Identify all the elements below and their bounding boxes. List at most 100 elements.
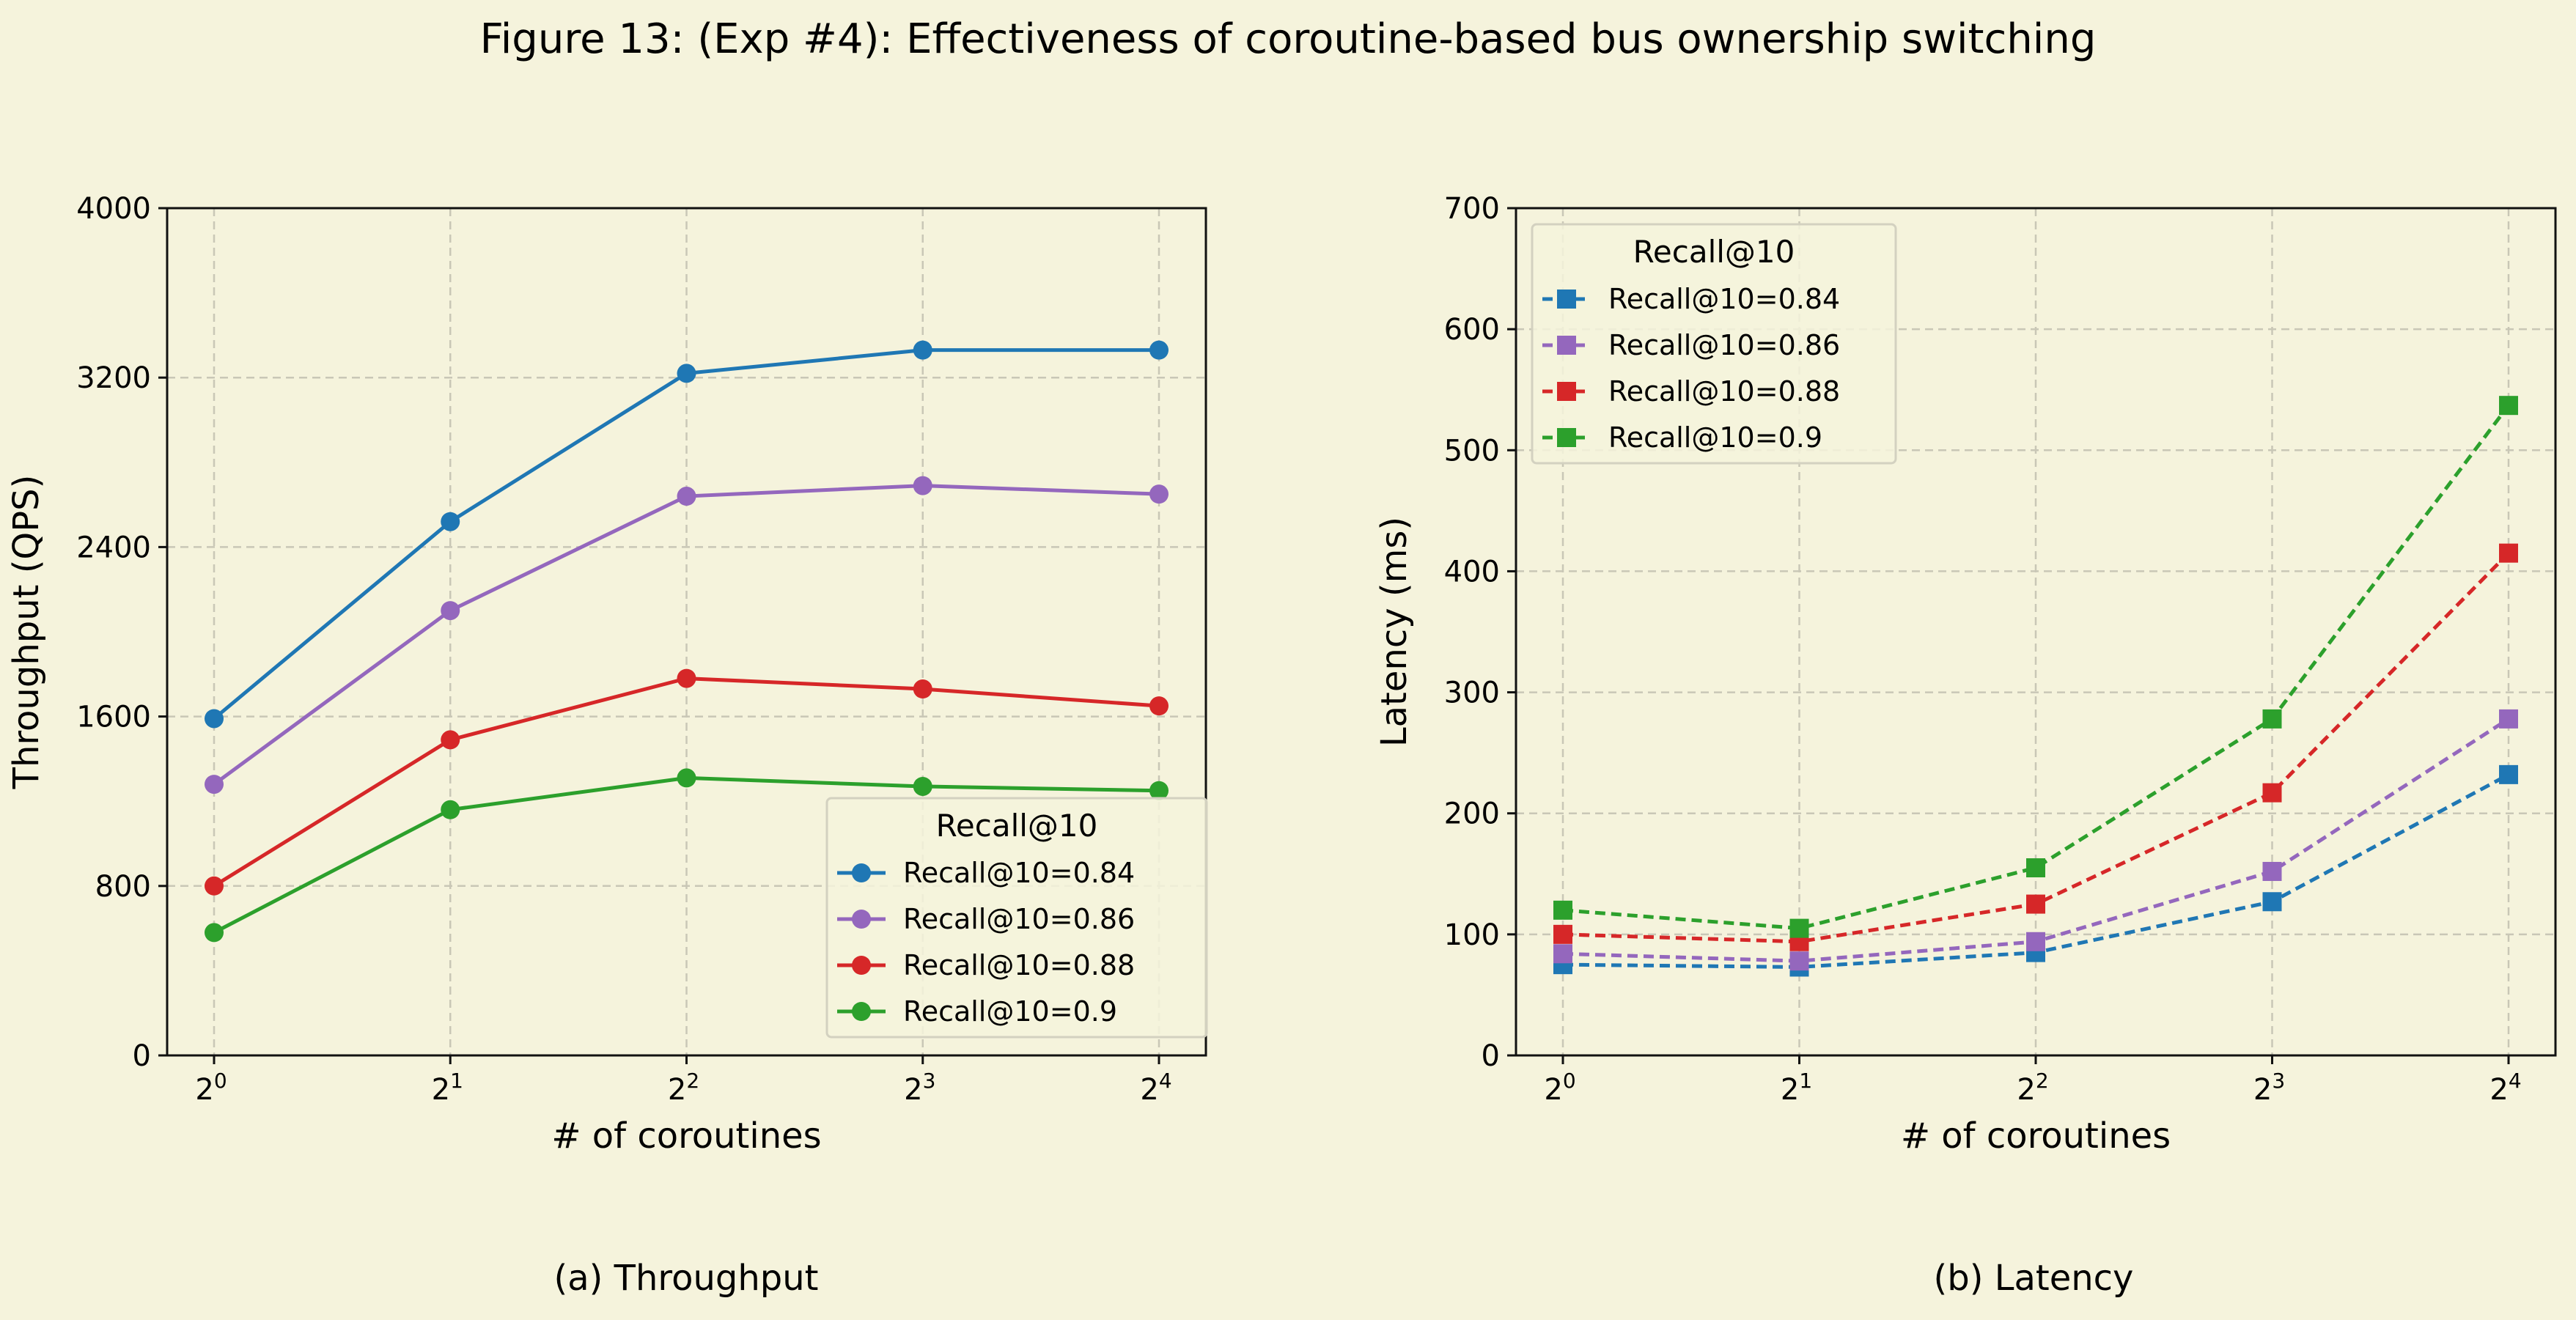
data-point: [913, 679, 932, 699]
data-point: [2499, 764, 2518, 784]
legend-item: Recall@10=0.9: [1542, 421, 1822, 454]
latency-caption: (b) Latency: [1934, 1258, 2134, 1299]
x-tick-label: 24: [2489, 1069, 2521, 1107]
data-point: [913, 776, 932, 796]
x-tick-label: 22: [2017, 1069, 2048, 1107]
data-point: [2026, 932, 2045, 951]
x-tick-label: 23: [2253, 1069, 2285, 1107]
x-tick-label: 22: [668, 1069, 699, 1107]
x-tick-label: 24: [1140, 1069, 1171, 1107]
y-tick-label: 3200: [76, 361, 151, 395]
data-point: [1149, 484, 1169, 504]
y-tick-label: 400: [1444, 555, 1500, 589]
legend-label: Recall@10=0.86: [1608, 329, 1840, 361]
data-point: [1149, 696, 1169, 716]
y-tick-label: 0: [133, 1039, 151, 1073]
data-point: [913, 340, 932, 360]
legend-box: [825, 797, 1208, 1039]
y-tick-label: 2400: [76, 531, 151, 564]
legend-item: Recall@10=0.88: [1542, 375, 1840, 408]
data-point: [2499, 396, 2518, 416]
legend-marker: [852, 956, 871, 975]
y-tick-label: 1600: [76, 701, 151, 734]
data-point: [2026, 894, 2045, 914]
data-point: [2262, 892, 2282, 912]
x-tick-label: 20: [195, 1069, 227, 1107]
data-point: [441, 601, 460, 621]
legend-label: Recall@10=0.88: [1608, 375, 1840, 408]
x-tick-label: 20: [1544, 1069, 1575, 1107]
data-point: [677, 364, 696, 383]
series-recall-10-0-86: [205, 476, 1169, 794]
legend-marker: [1557, 428, 1576, 447]
data-point: [2262, 783, 2282, 803]
y-axis-label: Throughput (QPS): [6, 475, 47, 790]
legend-box: [1531, 223, 1897, 465]
throughput-chart: (a) Throughput 0 800 1600 2400 3200 4000 20 21 2…: [6, 192, 1208, 1299]
data-point: [441, 800, 460, 819]
legend-item: Recall@10=0.86: [837, 903, 1135, 935]
legend-marker: [852, 910, 871, 929]
legend-marker: [852, 1002, 871, 1021]
legend-item: Recall@10=0.84: [1542, 283, 1840, 315]
legend-title: Recall@10: [1633, 234, 1795, 270]
data-point: [677, 668, 696, 688]
series-recall-10-0-86: [1553, 709, 2518, 971]
series-line: [1562, 404, 2510, 931]
legend-item: Recall@10=0.88: [837, 949, 1135, 981]
legend-label: Recall@10=0.9: [903, 995, 1117, 1028]
legend: Recall@10 Recall@10=0.84 Recall@10=0.86 Rec…: [1531, 223, 1897, 465]
data-point: [1149, 781, 1169, 800]
series-recall-10-0-84: [205, 340, 1169, 729]
y-tick-label: 600: [1444, 313, 1500, 347]
y-tick-label: 800: [95, 870, 151, 904]
y-tick-label: 300: [1444, 676, 1500, 710]
data-point: [2499, 543, 2518, 563]
data-point: [677, 487, 696, 506]
x-tick-label: 21: [432, 1069, 463, 1107]
data-point: [1553, 924, 1572, 944]
x-axis-label: # of coroutines: [551, 1116, 821, 1157]
data-point: [2026, 858, 2045, 878]
data-point: [205, 709, 224, 729]
throughput-caption: (a) Throughput: [554, 1258, 819, 1299]
legend-label: Recall@10=0.84: [903, 857, 1135, 889]
y-tick-label: 0: [1482, 1039, 1500, 1073]
legend-item: Recall@10=0.84: [837, 857, 1135, 889]
legend-label: Recall@10=0.9: [1608, 421, 1822, 454]
legend-item: Recall@10=0.86: [1542, 329, 1840, 361]
series-recall-10-0-88: [205, 668, 1169, 896]
data-point: [1553, 900, 1572, 920]
legend-marker: [1557, 290, 1576, 309]
legend-label: Recall@10=0.86: [903, 903, 1135, 935]
y-axis-label: Latency (ms): [1374, 517, 1415, 747]
legend-label: Recall@10=0.84: [1608, 283, 1840, 315]
y-tick-label: 100: [1444, 918, 1500, 952]
legend-marker: [852, 863, 871, 882]
x-axis-label: # of coroutines: [1901, 1116, 2171, 1157]
figure-title: Figure 13: (Exp #4): Effectiveness of co…: [480, 15, 2097, 63]
data-point: [1789, 918, 1809, 938]
x-tick-label: 21: [1781, 1069, 1812, 1107]
data-point: [441, 512, 460, 531]
series-recall-10-0-84: [1553, 764, 2518, 977]
legend-marker: [1557, 382, 1576, 401]
data-point: [1149, 340, 1169, 360]
y-tick-label: 4000: [76, 192, 151, 226]
data-point: [913, 476, 932, 495]
legend: Recall@10 Recall@10=0.84 Recall@10=0.86 Rec…: [825, 797, 1208, 1039]
data-point: [205, 923, 224, 943]
series-recall-10-0-9: [205, 768, 1169, 943]
series-recall-10-0-9: [1553, 396, 2518, 938]
x-tick-label: 23: [904, 1069, 935, 1107]
legend-marker: [1557, 336, 1576, 355]
data-point: [205, 775, 224, 794]
data-point: [1553, 944, 1572, 964]
data-point: [2499, 709, 2518, 729]
y-tick-label: 700: [1444, 192, 1500, 226]
legend-item: Recall@10=0.9: [837, 995, 1117, 1028]
y-tick-label: 200: [1444, 797, 1500, 831]
y-tick-label: 500: [1444, 434, 1500, 468]
data-point: [2262, 861, 2282, 881]
